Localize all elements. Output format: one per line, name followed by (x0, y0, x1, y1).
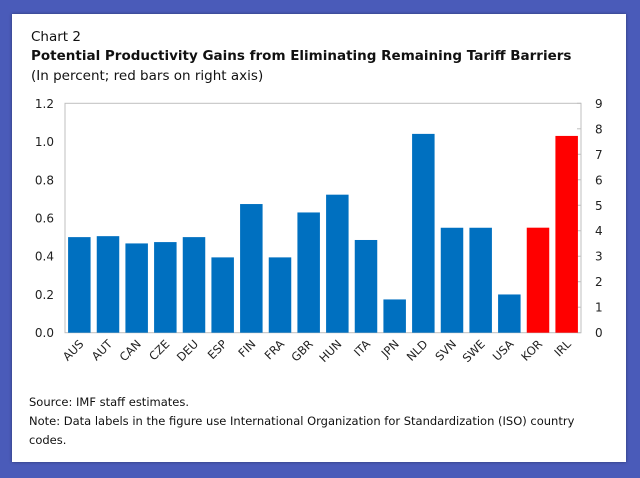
right-axis-tick-label: 9 (595, 97, 603, 111)
bar-cze (154, 242, 177, 333)
x-axis-label-aus: AUS (60, 337, 87, 364)
bar-gbr (297, 212, 320, 333)
x-axis-label-aut: AUT (89, 336, 116, 363)
left-axis-tick-label: 0.8 (35, 173, 54, 187)
bar-fra (268, 257, 292, 333)
right-axis-tick-label: 7 (595, 148, 603, 162)
bar-esp (211, 257, 234, 333)
left-axis-tick-label: 0.2 (35, 288, 54, 302)
bar-jpn (383, 299, 406, 333)
bar-svn (440, 227, 464, 333)
bar-aus (68, 237, 91, 333)
chart-subtitle: (In percent; red bars on right axis) (31, 68, 264, 84)
x-axis-label-fin: FIN (235, 337, 258, 360)
plot-area (64, 102, 582, 334)
x-axis-label-ita: ITA (351, 337, 373, 359)
x-axis-label-fra: FRA (262, 337, 288, 363)
bar-can (125, 243, 148, 333)
footnote-line-2: codes. (29, 433, 67, 447)
bar-nld (412, 133, 435, 333)
x-axis-label-usa: USA (490, 337, 517, 364)
right-axis-tick-label: 1 (595, 301, 603, 315)
right-axis-tick-label: 2 (595, 275, 603, 289)
left-axis-tick-label: 0.6 (35, 212, 54, 226)
x-axis-label-cze: CZE (146, 337, 172, 363)
source-note: Source: IMF staff estimates. (29, 395, 189, 409)
bar-usa (498, 294, 521, 333)
x-axis-label-can: CAN (117, 337, 144, 364)
right-axis-tick-label: 0 (595, 326, 603, 340)
right-axis-tick-label: 8 (595, 122, 603, 136)
right-axis-tick-label: 6 (595, 173, 603, 187)
bar-aut (96, 236, 120, 333)
x-axis-label-swe: SWE (460, 337, 488, 365)
bar-fin (240, 204, 263, 333)
footnote-line-1: Note: Data labels in the figure use Inte… (29, 414, 575, 428)
bar-kor (526, 227, 550, 333)
x-axis-label-deu: DEU (174, 337, 201, 364)
right-axis-tick-label: 4 (595, 224, 603, 238)
chart-title: Potential Productivity Gains from Elimin… (31, 48, 572, 64)
left-axis-tick-label: 1.2 (35, 97, 54, 111)
left-axis-tick-label: 1.0 (35, 135, 54, 149)
x-axis-label-jpn: JPN (378, 337, 402, 361)
x-axis-label-svn: SVN (432, 337, 459, 364)
x-axis-label-gbr: GBR (288, 337, 315, 364)
bar-deu (182, 237, 206, 333)
bar-hun (326, 194, 349, 333)
left-axis-tick-label: 0.4 (35, 250, 54, 264)
x-axis-label-kor: KOR (518, 337, 545, 364)
bar-ita (354, 239, 378, 333)
left-axis-tick-label: 0.0 (35, 326, 54, 340)
x-axis-label-esp: ESP (205, 337, 230, 362)
right-axis-tick-label: 5 (595, 199, 603, 213)
right-axis-tick-label: 3 (595, 250, 603, 264)
x-axis-label-nld: NLD (404, 337, 431, 364)
chart-number: Chart 2 (31, 29, 81, 45)
x-axis-label-hun: HUN (316, 337, 344, 365)
bar-swe (469, 227, 492, 333)
x-axis-label-irl: IRL (551, 337, 574, 360)
bar-irl (555, 135, 578, 333)
